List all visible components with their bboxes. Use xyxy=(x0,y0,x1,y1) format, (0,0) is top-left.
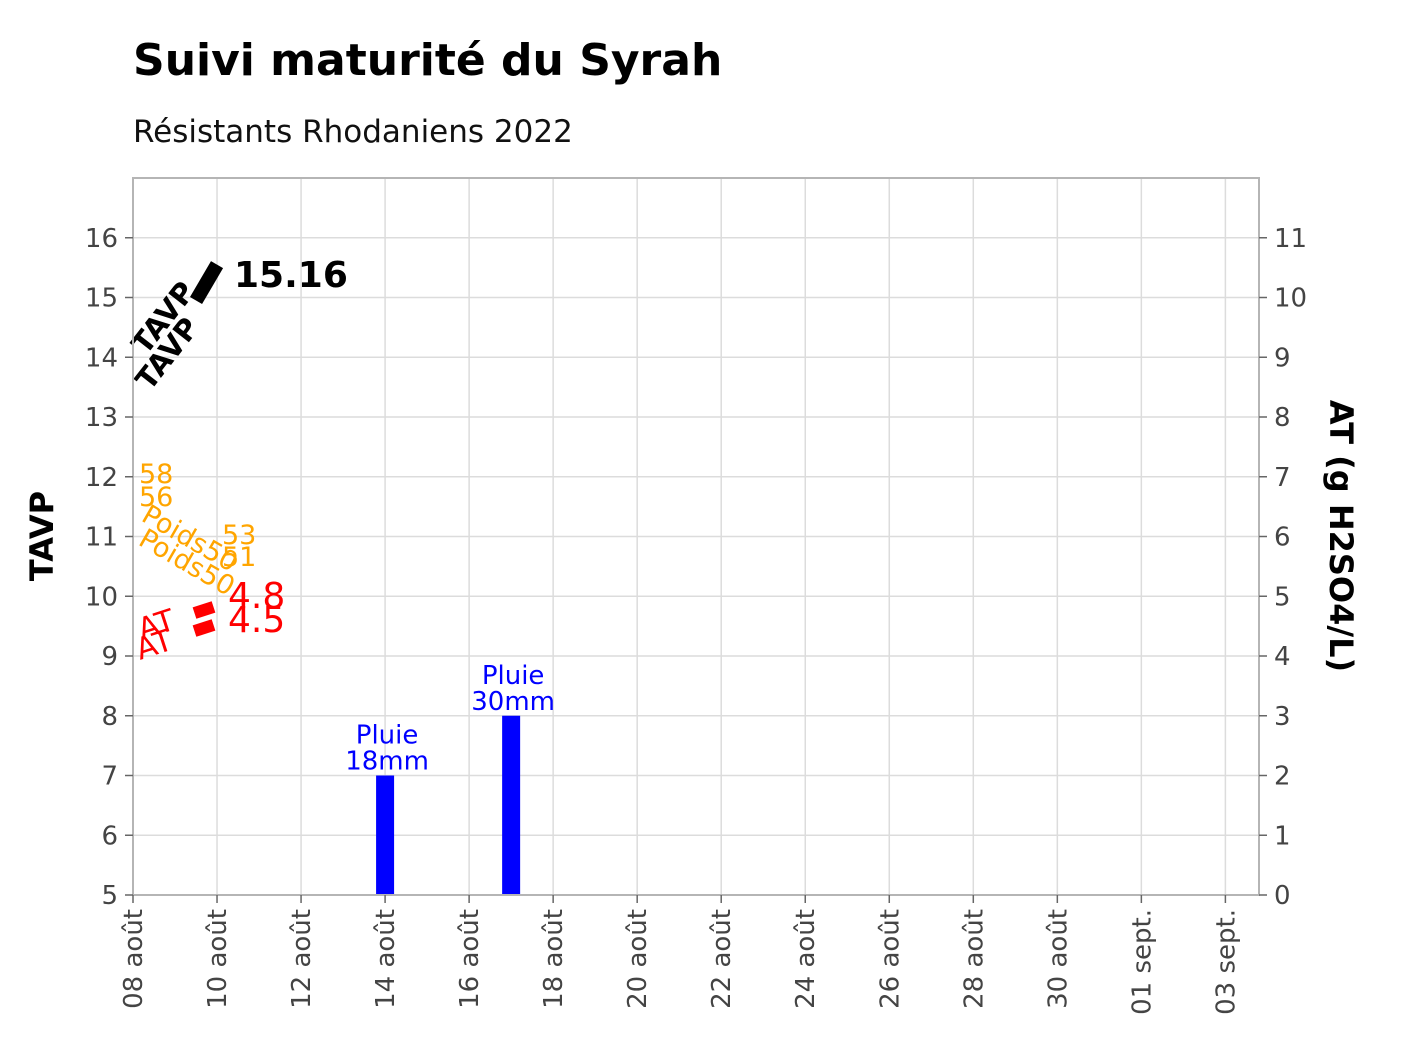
y-axis-title: TAVP xyxy=(23,491,61,581)
y2-tick-label: 7 xyxy=(1274,463,1291,493)
y2-tick-label: 4 xyxy=(1274,642,1291,672)
chart-title: Suivi maturité du Syrah xyxy=(133,35,722,86)
x-tick-label: 10 août xyxy=(203,909,233,1009)
at-marker xyxy=(192,619,216,637)
rain-label: Pluie xyxy=(356,721,419,751)
x-tick-label: 18 août xyxy=(539,909,569,1009)
at-end-label: 4.5 xyxy=(228,600,285,641)
grid xyxy=(132,178,1259,896)
rain-amount-label: 18mm xyxy=(345,747,429,777)
x-tick-label: 12 août xyxy=(287,909,317,1009)
x-tick-label: 01 sept. xyxy=(1127,909,1157,1015)
y2-tick-label: 5 xyxy=(1274,582,1291,612)
y2-tick-label: 0 xyxy=(1274,881,1291,911)
y2-tick-label: 3 xyxy=(1274,702,1291,732)
series: 15.16TAVPTAVP4.84.5ATAT58565351Poids50Po… xyxy=(125,255,348,668)
y-tick-label: 15 xyxy=(85,284,118,314)
rain-bar xyxy=(502,715,521,895)
tavp-line xyxy=(189,261,224,305)
rain-amount-label: 30mm xyxy=(471,687,555,717)
y2-tick-label: 11 xyxy=(1274,224,1307,254)
x-tick-label: 03 sept. xyxy=(1211,909,1241,1015)
weight-label: 58 xyxy=(139,459,173,490)
x-tick-label: 30 août xyxy=(1043,909,1073,1009)
rain-label: Pluie xyxy=(482,661,545,691)
tavp-end-label: 15.16 xyxy=(234,255,348,296)
y2-tick-label: 2 xyxy=(1274,762,1291,792)
x-tick-label: 28 août xyxy=(959,909,989,1009)
y-tick-label: 12 xyxy=(85,463,118,493)
y-tick-label: 9 xyxy=(101,642,118,672)
weight-label: 53 xyxy=(222,520,256,551)
x-tick-label: 16 août xyxy=(455,909,485,1009)
y-tick-label: 11 xyxy=(85,523,118,553)
y-tick-label: 10 xyxy=(85,582,118,612)
y2-tick-label: 8 xyxy=(1274,403,1291,433)
x-tick-label: 08 août xyxy=(119,909,149,1009)
axes: 08 août 10 août 12 août 14 août 16 août 18 ao… xyxy=(85,224,1307,1015)
y-tick-label: 14 xyxy=(85,343,118,373)
at-end-label: 4.8 xyxy=(228,576,285,617)
y-tick-label: 16 xyxy=(85,224,118,254)
chart-subtitle: Résistants Rhodaniens 2022 xyxy=(133,114,573,150)
y2-tick-label: 6 xyxy=(1274,523,1291,553)
y-tick-label: 13 xyxy=(85,403,118,433)
y2-tick-label: 10 xyxy=(1274,284,1307,314)
y2-axis-title: AT (g H2SO4/L) xyxy=(1322,400,1360,672)
rain-bar xyxy=(376,775,395,895)
y-tick-label: 6 xyxy=(101,821,118,851)
y-tick-label: 5 xyxy=(101,881,118,911)
weight-label: 56 xyxy=(139,482,173,513)
weight-label: 51 xyxy=(222,542,256,573)
x-tick-label: 26 août xyxy=(875,909,905,1009)
y2-tick-label: 9 xyxy=(1274,343,1291,373)
x-tick-label: 24 août xyxy=(791,909,821,1009)
x-tick-label: 14 août xyxy=(371,909,401,1009)
at-marker xyxy=(192,601,216,619)
x-tick-label: 20 août xyxy=(623,909,653,1009)
y-tick-label: 7 xyxy=(101,762,118,792)
y2-tick-label: 1 xyxy=(1274,821,1291,851)
y-tick-label: 8 xyxy=(101,702,118,732)
x-tick-label: 22 août xyxy=(707,909,737,1009)
